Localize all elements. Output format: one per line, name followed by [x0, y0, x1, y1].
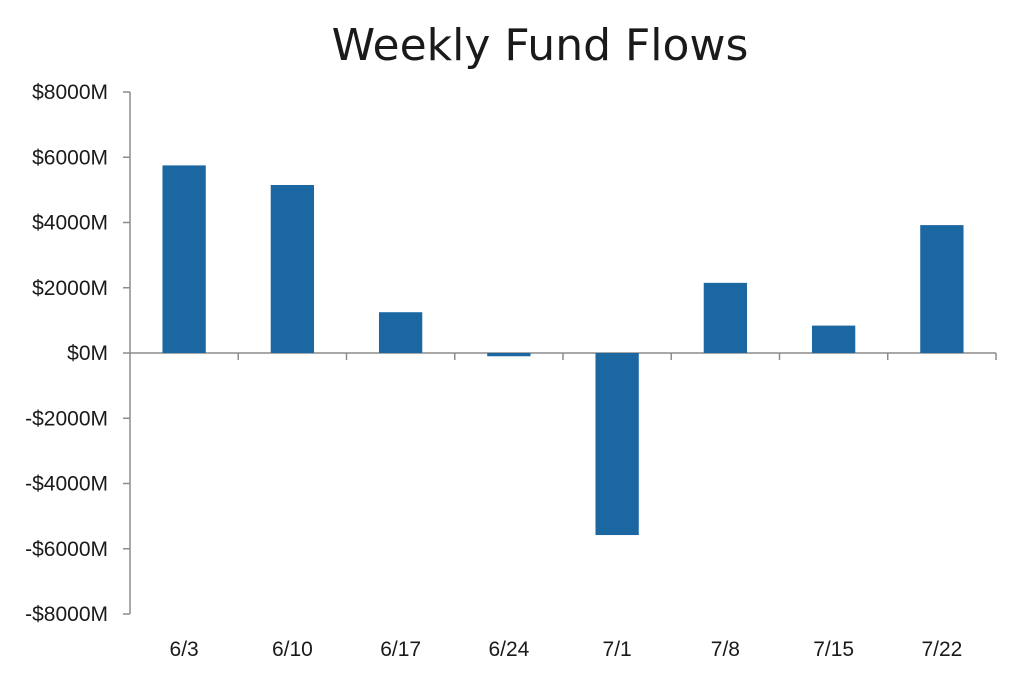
- x-tick-label: 6/24: [488, 638, 529, 661]
- x-tick-label: 7/1: [603, 638, 632, 661]
- x-tick-label: 6/3: [170, 638, 199, 661]
- y-tick-label: $0M: [67, 342, 108, 365]
- x-tick-label: 7/22: [921, 638, 962, 661]
- y-tick-label: -$2000M: [25, 407, 108, 430]
- x-tick-label: 7/15: [813, 638, 854, 661]
- bar-7-8: [703, 282, 748, 353]
- bar-6-17: [378, 312, 423, 353]
- bar-7-22: [920, 225, 964, 353]
- y-tick-label: -$6000M: [25, 538, 108, 561]
- y-tick-label: -$8000M: [25, 603, 108, 626]
- bar-7-15: [811, 325, 856, 353]
- y-tick-label: $8000M: [32, 81, 108, 104]
- y-axis: $8000M $6000M $4000M $2000M $0M -$2000M -$4000…: [25, 81, 131, 626]
- bar-6-24: [487, 353, 531, 357]
- y-tick-label: -$4000M: [25, 473, 108, 496]
- bar-6-3: [162, 165, 206, 353]
- y-tick-label: $4000M: [32, 212, 108, 235]
- x-tick-label: 6/10: [272, 638, 313, 661]
- x-tick-label: 7/8: [711, 638, 740, 661]
- x-tick-label: 6/17: [380, 638, 421, 661]
- bar-7-1: [595, 353, 639, 536]
- x-axis: 6/3 6/10 6/17 6/24 7/1 7/8 7/15 7/22: [130, 352, 997, 661]
- y-tick-label: $2000M: [32, 277, 108, 300]
- bar-6-10: [270, 184, 315, 353]
- bars: [162, 165, 964, 536]
- chart-title: Weekly Fund Flows: [332, 20, 749, 71]
- y-tick-label: $6000M: [32, 146, 108, 169]
